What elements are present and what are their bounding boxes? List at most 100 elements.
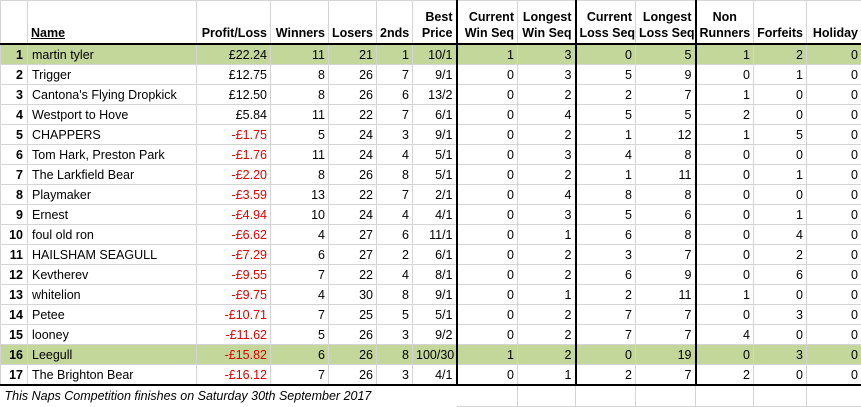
non-runners-cell: 1 [696, 44, 754, 65]
best-price-cell: 9/1 [413, 285, 457, 305]
seconds-cell: 3 [377, 365, 413, 386]
losers-cell: 24 [329, 145, 377, 165]
current-win-seq-cell: 0 [457, 205, 518, 225]
header-winners: Winners [271, 1, 329, 45]
current-win-seq-cell: 1 [457, 44, 518, 65]
longest-win-seq-cell: 4 [518, 105, 576, 125]
current-loss-seq-cell: 5 [576, 105, 636, 125]
non-runners-cell: 0 [696, 225, 754, 245]
forfeits-cell: 2 [754, 44, 807, 65]
holiday-cell: 0 [807, 265, 861, 285]
header-name: Name [28, 1, 197, 45]
losers-cell: 27 [329, 225, 377, 245]
holiday-cell: 0 [807, 145, 861, 165]
winners-cell: 13 [271, 185, 329, 205]
non-runners-cell: 1 [696, 125, 754, 145]
losers-cell: 27 [329, 245, 377, 265]
longest-loss-seq-cell: 12 [636, 125, 696, 145]
current-loss-seq-cell: 1 [576, 125, 636, 145]
header-row: Name Profit/Loss Winners Losers 2nds Bes… [1, 1, 861, 45]
seconds-cell: 7 [377, 185, 413, 205]
profit-loss-cell: -£11.62 [197, 325, 271, 345]
holiday-cell: 0 [807, 225, 861, 245]
rank-cell: 1 [1, 44, 28, 65]
name-cell: looney [28, 325, 197, 345]
current-loss-seq-cell: 2 [576, 365, 636, 386]
current-win-seq-cell: 0 [457, 365, 518, 386]
rank-cell: 6 [1, 145, 28, 165]
footer-row: This Naps Competition finishes on Saturd… [1, 385, 861, 407]
losers-cell: 30 [329, 285, 377, 305]
current-win-seq-cell: 0 [457, 285, 518, 305]
name-cell: The Larkfield Bear [28, 165, 197, 185]
best-price-cell: 100/30 [413, 345, 457, 365]
holiday-cell: 0 [807, 44, 861, 65]
current-loss-seq-cell: 7 [576, 305, 636, 325]
winners-cell: 7 [271, 365, 329, 386]
current-win-seq-cell: 0 [457, 325, 518, 345]
non-runners-cell: 0 [696, 305, 754, 325]
profit-loss-cell: £5.84 [197, 105, 271, 125]
non-runners-cell: 1 [696, 85, 754, 105]
longest-loss-seq-cell: 8 [636, 225, 696, 245]
name-cell: Tom Hark, Preston Park [28, 145, 197, 165]
name-cell: Westport to Hove [28, 105, 197, 125]
non-runners-cell: 0 [696, 65, 754, 85]
forfeits-cell: 0 [754, 185, 807, 205]
forfeits-cell: 0 [754, 105, 807, 125]
rank-cell: 14 [1, 305, 28, 325]
longest-loss-seq-cell: 19 [636, 345, 696, 365]
header-profit-loss: Profit/Loss [197, 1, 271, 45]
holiday-cell: 0 [807, 105, 861, 125]
header-2nds: 2nds [377, 1, 413, 45]
winners-cell: 11 [271, 105, 329, 125]
current-loss-seq-cell: 1 [576, 165, 636, 185]
longest-win-seq-cell: 2 [518, 345, 576, 365]
forfeits-cell: 3 [754, 345, 807, 365]
longest-loss-seq-cell: 8 [636, 185, 696, 205]
forfeits-cell: 1 [754, 165, 807, 185]
seconds-cell: 8 [377, 285, 413, 305]
rank-cell: 3 [1, 85, 28, 105]
losers-cell: 24 [329, 125, 377, 145]
losers-cell: 22 [329, 185, 377, 205]
seconds-cell: 3 [377, 325, 413, 345]
holiday-cell: 0 [807, 305, 861, 325]
winners-cell: 10 [271, 205, 329, 225]
current-win-seq-cell: 0 [457, 165, 518, 185]
name-cell: The Brighton Bear [28, 365, 197, 386]
forfeits-cell: 0 [754, 365, 807, 386]
profit-loss-cell: -£7.29 [197, 245, 271, 265]
longest-win-seq-cell: 2 [518, 325, 576, 345]
longest-loss-seq-cell: 11 [636, 165, 696, 185]
name-cell: Kevtherev [28, 265, 197, 285]
longest-win-seq-cell: 3 [518, 205, 576, 225]
profit-loss-cell: -£4.94 [197, 205, 271, 225]
losers-cell: 24 [329, 205, 377, 225]
non-runners-cell: 0 [696, 185, 754, 205]
losers-cell: 26 [329, 65, 377, 85]
seconds-cell: 6 [377, 85, 413, 105]
best-price-cell: 2/1 [413, 185, 457, 205]
longest-loss-seq-cell: 9 [636, 65, 696, 85]
current-win-seq-cell: 0 [457, 225, 518, 245]
current-loss-seq-cell: 2 [576, 285, 636, 305]
rank-cell: 8 [1, 185, 28, 205]
seconds-cell: 8 [377, 345, 413, 365]
rank-cell: 4 [1, 105, 28, 125]
losers-cell: 26 [329, 85, 377, 105]
name-cell: Petee [28, 305, 197, 325]
current-win-seq-cell: 0 [457, 265, 518, 285]
best-price-cell: 9/1 [413, 125, 457, 145]
holiday-cell: 0 [807, 205, 861, 225]
profit-loss-cell: -£16.12 [197, 365, 271, 386]
